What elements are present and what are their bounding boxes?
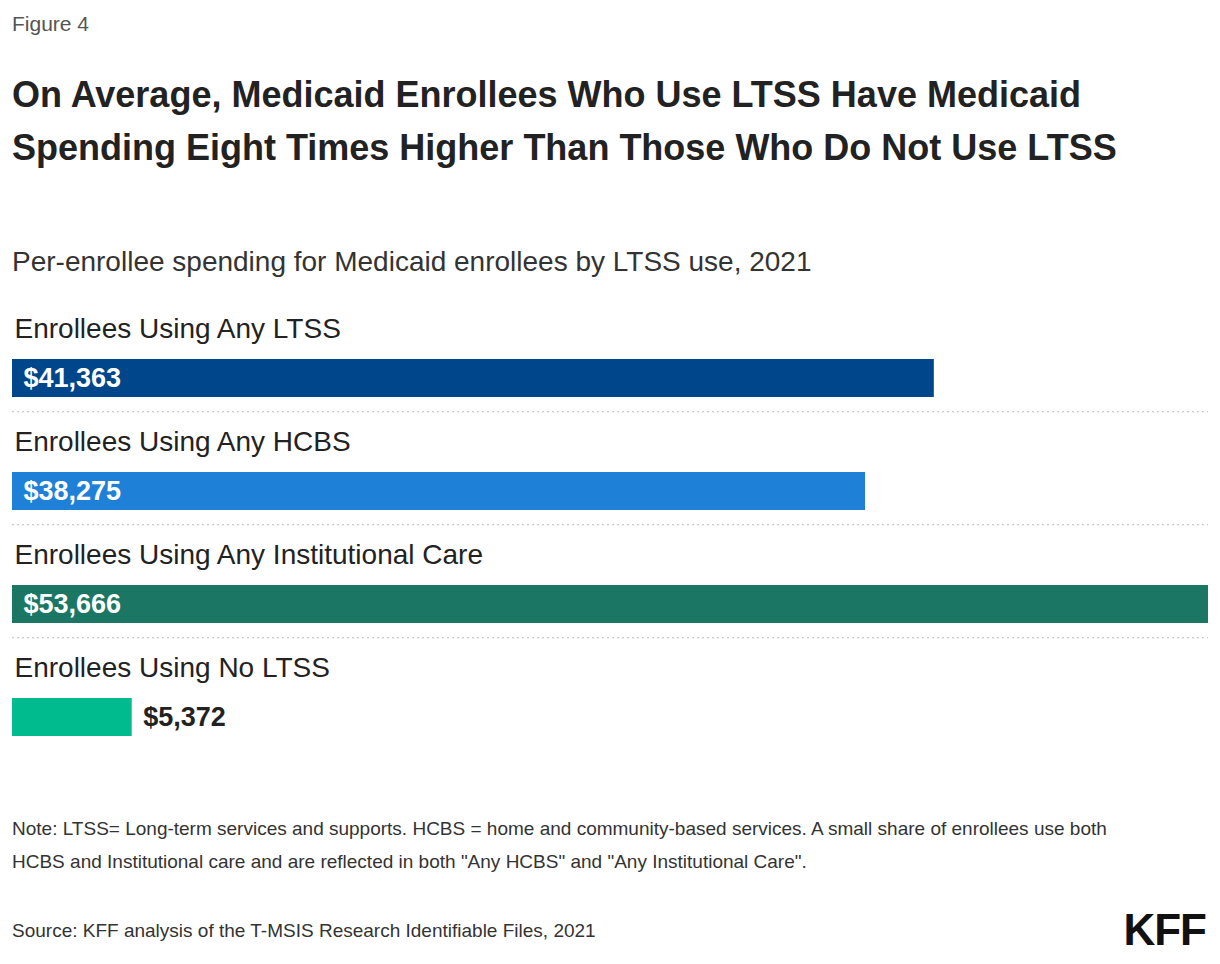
html-text:Note: LTSS= Long-term services: Note: LTSS= Long-term services and suppo… bbox=[12, 818, 1107, 872]
svg-text:$53,666: $53,666 bbox=[24, 589, 122, 619]
svg-text:Enrollees Using No LTSS: Enrollees Using No LTSS bbox=[15, 652, 330, 683]
html-text:KFF: KFF bbox=[1123, 905, 1206, 954]
svg-text:$41,363: $41,363 bbox=[24, 363, 122, 393]
html-text:Figure 4: Figure 4 bbox=[12, 12, 89, 35]
svg-text:$5,372: $5,372 bbox=[143, 702, 226, 732]
svg-text:Enrollees Using Any Institutio: Enrollees Using Any Institutional Care bbox=[15, 539, 483, 570]
html-text:Per-enrollee spending for Medi: Per-enrollee spending for Medicaid enrol… bbox=[12, 246, 812, 277]
svg-text:Enrollees Using Any HCBS: Enrollees Using Any HCBS bbox=[15, 426, 351, 457]
svg-text:Enrollees Using Any LTSS: Enrollees Using Any LTSS bbox=[15, 313, 341, 344]
html-text:Source: KFF analysis of the T-: Source: KFF analysis of the T-MSIS Resea… bbox=[12, 920, 596, 941]
html-text:On Average, Medicaid Enrollees: On Average, Medicaid Enrollees Who Use L… bbox=[12, 74, 1117, 168]
svg-text:$38,275: $38,275 bbox=[24, 476, 122, 506]
